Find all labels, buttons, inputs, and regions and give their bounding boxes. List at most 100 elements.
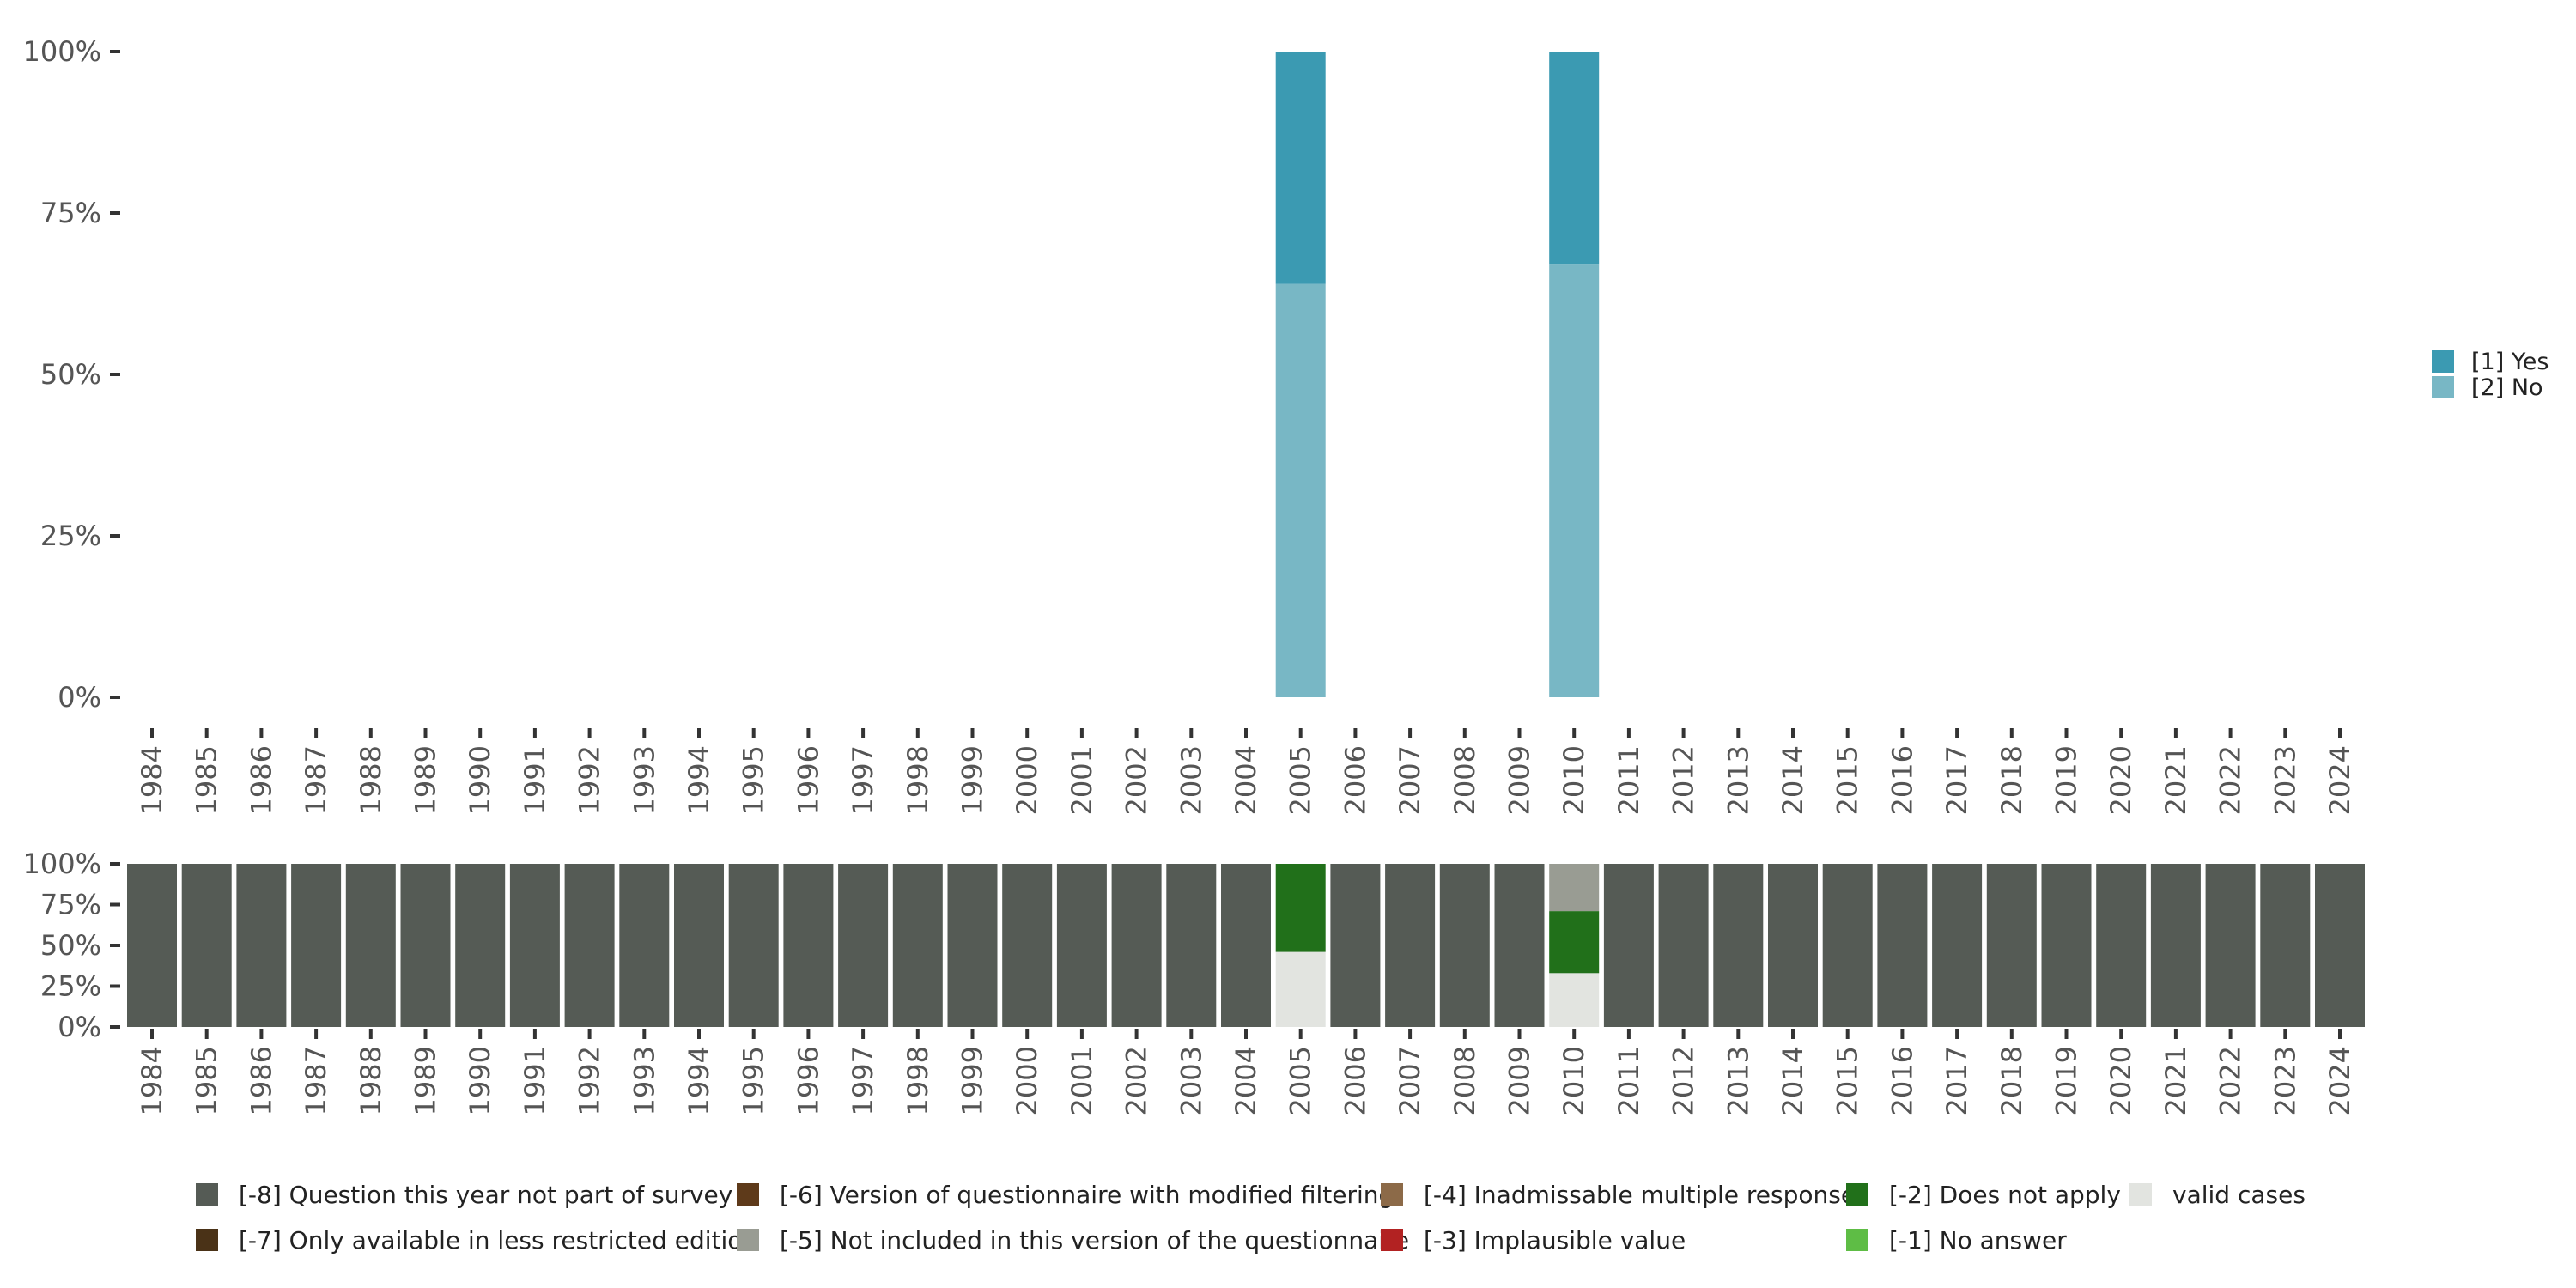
bottom-bar-2011 bbox=[1603, 864, 1654, 1027]
legend-swatch-bottom bbox=[1846, 1229, 1868, 1251]
bottom-bar-2022 bbox=[2205, 864, 2256, 1027]
top-x-tick-label: 2008 bbox=[1449, 745, 1481, 815]
bottom-chart: 0% 25% 50% 75% 100% 1984 1985 1986 1987 1988 1989 1… bbox=[23, 848, 2365, 1255]
top-x-tick-label: 2023 bbox=[2269, 745, 2301, 815]
bottom-bar-1990 bbox=[455, 864, 506, 1027]
bottom-bar-2001 bbox=[1056, 864, 1107, 1027]
bottom-bar-2018 bbox=[1986, 864, 2037, 1027]
bottom-x-tick-label: 1997 bbox=[847, 1046, 879, 1115]
legend-swatch-top bbox=[2432, 350, 2454, 373]
bottom-bar-1988 bbox=[345, 864, 396, 1027]
legend-swatch-bottom bbox=[1381, 1183, 1403, 1206]
bottom-x-tick-label: 2011 bbox=[1613, 1046, 1645, 1115]
top-y-tick-label: 75% bbox=[40, 197, 101, 229]
top-bar-2005-yes bbox=[1275, 52, 1326, 284]
legend-swatch-bottom bbox=[196, 1183, 218, 1206]
top-x-tick-label: 2018 bbox=[1996, 745, 2028, 815]
top-x-tick-label: 1993 bbox=[628, 745, 660, 815]
bottom-x-tick-label: 2002 bbox=[1121, 1046, 1153, 1115]
bottom-x-tick-label: 1985 bbox=[191, 1046, 223, 1115]
bottom-x-tick-label: 1984 bbox=[136, 1046, 168, 1115]
bottom-bar-2012 bbox=[1658, 864, 1709, 1027]
top-x-tick-label: 1994 bbox=[683, 745, 715, 815]
bottom-x-tick-label: 1987 bbox=[300, 1046, 332, 1115]
top-chart: 0% 25% 50% 75% 100% 1984 1985 1986 1987 1988 1989 1… bbox=[23, 35, 2549, 815]
bottom-x-tick-label: 2020 bbox=[2105, 1046, 2137, 1115]
bottom-bar-1994 bbox=[674, 864, 724, 1027]
top-x-tick-label: 2005 bbox=[1285, 745, 1317, 815]
top-x-tick-label: 2007 bbox=[1394, 745, 1426, 815]
top-x-tick-label: 2017 bbox=[1941, 745, 1973, 815]
bottom-bar-2023 bbox=[2260, 864, 2311, 1027]
bottom-x-tick-label: 1998 bbox=[902, 1046, 934, 1115]
bottom-bar-2024 bbox=[2315, 864, 2365, 1027]
bottom-y-tick-label: 25% bbox=[40, 970, 101, 1003]
bottom-bar-1996 bbox=[783, 864, 834, 1027]
legend-label-bottom: [-2] Does not apply bbox=[1889, 1181, 2121, 1209]
top-x-tick-label: 2019 bbox=[2050, 745, 2083, 815]
bottom-x-tick-label: 2013 bbox=[1722, 1046, 1754, 1115]
bottom-x-tick-label: 1986 bbox=[245, 1046, 277, 1115]
legend-swatch-bottom bbox=[1381, 1229, 1403, 1251]
bottom-bar-2019 bbox=[2041, 864, 2092, 1027]
top-x-tick-label: 2012 bbox=[1668, 745, 1700, 815]
legend-label-bottom: [-6] Version of questionnaire with modif… bbox=[780, 1181, 1394, 1209]
top-bar-2005-no bbox=[1275, 283, 1326, 697]
bottom-x-tick-label: 2006 bbox=[1339, 1046, 1371, 1115]
bottom-bar-2016 bbox=[1877, 864, 1928, 1027]
bottom-x-tick-label: 1988 bbox=[355, 1046, 387, 1115]
bottom-bar-1999 bbox=[947, 864, 998, 1027]
bottom-bar-2005 bbox=[1275, 951, 1326, 1027]
bottom-bar-2013 bbox=[1713, 864, 1764, 1027]
top-x-tick-label: 2021 bbox=[2160, 745, 2192, 815]
bottom-bar-1985 bbox=[181, 864, 232, 1027]
top-x-tick-label: 1998 bbox=[902, 745, 934, 815]
bottom-bar-1993 bbox=[619, 864, 670, 1027]
top-bar-2010-yes bbox=[1549, 52, 1600, 265]
bottom-bar-2006 bbox=[1330, 864, 1381, 1027]
legend-swatch-top bbox=[2432, 376, 2454, 398]
bottom-bar-1995 bbox=[728, 864, 779, 1027]
top-x-tick-label: 2015 bbox=[1832, 745, 1864, 815]
bottom-x-tick-label: 1995 bbox=[738, 1046, 770, 1115]
bottom-bar-2010 bbox=[1549, 973, 1600, 1027]
legend-label-bottom: [-8] Question this year not part of surv… bbox=[239, 1181, 732, 1209]
bottom-x-tick-label: 1992 bbox=[574, 1046, 606, 1115]
bottom-x-tick-label: 2012 bbox=[1668, 1046, 1700, 1115]
legend-label-bottom: [-3] Implausible value bbox=[1424, 1226, 1686, 1255]
bottom-bar-1991 bbox=[509, 864, 560, 1027]
top-x-tick-label: 2014 bbox=[1777, 745, 1809, 815]
top-x-tick-label: 1999 bbox=[957, 745, 989, 815]
bottom-bar-2002 bbox=[1111, 864, 1162, 1027]
bottom-x-tick-label: 2018 bbox=[1996, 1046, 2028, 1115]
bottom-x-tick-label: 2001 bbox=[1066, 1046, 1098, 1115]
bottom-x-tick-label: 2008 bbox=[1449, 1046, 1481, 1115]
top-x-tick-label: 1991 bbox=[519, 745, 551, 815]
bottom-bar-1992 bbox=[564, 864, 615, 1027]
top-x-tick-label: 1990 bbox=[464, 745, 496, 815]
legend-swatch-bottom bbox=[737, 1183, 759, 1206]
bottom-x-tick-label: 1994 bbox=[683, 1046, 715, 1115]
bottom-bar-2005 bbox=[1275, 864, 1326, 952]
bottom-bar-1989 bbox=[400, 864, 451, 1027]
bottom-bar-1997 bbox=[838, 864, 889, 1027]
bottom-bar-2008 bbox=[1439, 864, 1490, 1027]
bottom-y-tick-label: 0% bbox=[58, 1011, 101, 1043]
top-x-tick-label: 1985 bbox=[191, 745, 223, 815]
bottom-bar-1986 bbox=[236, 864, 287, 1027]
bottom-x-tick-label: 2023 bbox=[2269, 1046, 2301, 1115]
top-x-tick-label: 1988 bbox=[355, 745, 387, 815]
top-x-tick-label: 2000 bbox=[1011, 745, 1043, 815]
bottom-x-tick-label: 2003 bbox=[1175, 1046, 1207, 1115]
bottom-y-tick-label: 50% bbox=[40, 929, 101, 962]
bottom-bar-2007 bbox=[1385, 864, 1436, 1027]
bottom-x-tick-label: 1999 bbox=[957, 1046, 989, 1115]
bottom-x-tick-label: 2007 bbox=[1394, 1046, 1426, 1115]
bottom-x-tick-label: 1993 bbox=[628, 1046, 660, 1115]
top-x-tick-label: 2010 bbox=[1558, 745, 1590, 815]
bottom-bar-2003 bbox=[1166, 864, 1217, 1027]
legend-label-bottom: [-4] Inadmissable multiple response bbox=[1424, 1181, 1856, 1209]
top-x-tick-label: 1989 bbox=[410, 745, 442, 815]
bottom-bar-2009 bbox=[1494, 864, 1545, 1027]
